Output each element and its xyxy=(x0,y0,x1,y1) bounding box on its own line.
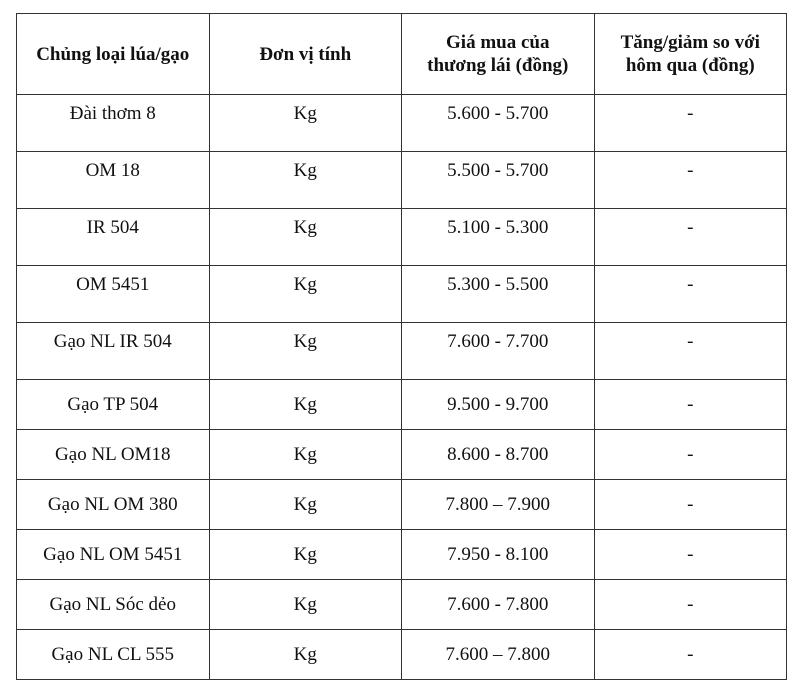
cell-change: - xyxy=(593,151,787,209)
cell-unit: Kg xyxy=(208,151,402,209)
header-unit: Đơn vị tính xyxy=(208,13,402,95)
cell-change: - xyxy=(593,208,787,266)
cell-price: 5.300 - 5.500 xyxy=(401,265,595,323)
cell-price: 7.950 - 8.100 xyxy=(401,529,595,580)
table-row: Gạo NL OM 380 Kg 7.800 – 7.900- xyxy=(16,479,787,530)
cell-unit: Kg xyxy=(208,629,402,680)
table-row: Gạo NL Sóc dẻo Kg 7.600 - 7.800- xyxy=(16,579,787,630)
cell-variety: Gạo NL Sóc dẻo xyxy=(16,579,210,630)
cell-change: - xyxy=(593,479,787,530)
cell-price: 5.500 - 5.700 xyxy=(401,151,595,209)
cell-variety: Gạo NL IR 504 xyxy=(16,322,210,380)
cell-variety: Đài thơm 8 xyxy=(16,94,210,152)
cell-variety: Gạo NL OM 380 xyxy=(16,479,210,530)
cell-unit: Kg xyxy=(208,265,402,323)
table-row: Gạo NL IR 504 Kg 7.600 - 7.700- xyxy=(16,322,787,380)
cell-price: 9.500 - 9.700 xyxy=(401,379,595,430)
cell-unit: Kg xyxy=(208,208,402,266)
rice-price-table: Chủng loại lúa/gạo Đơn vị tính Giá mua c… xyxy=(16,13,787,680)
cell-change: - xyxy=(593,579,787,630)
cell-unit: Kg xyxy=(208,94,402,152)
cell-change: - xyxy=(593,94,787,152)
header-price: Giá mua của thương lái (đồng) xyxy=(401,13,595,95)
cell-price: 5.100 - 5.300 xyxy=(401,208,595,266)
cell-variety: Gạo TP 504 xyxy=(16,379,210,430)
cell-variety: Gạo NL OM 5451 xyxy=(16,529,210,580)
cell-price: 7.800 – 7.900 xyxy=(401,479,595,530)
table-row: OM 5451 Kg 5.300 - 5.500- xyxy=(16,265,787,323)
cell-variety: OM 18 xyxy=(16,151,210,209)
header-variety: Chủng loại lúa/gạo xyxy=(16,13,210,95)
cell-variety: Gạo NL OM18 xyxy=(16,429,210,480)
table-row: IR 504 Kg 5.100 - 5.300- xyxy=(16,208,787,266)
table-row: Đài thơm 8 Kg 5.600 - 5.700- xyxy=(16,94,787,152)
cell-price: 5.600 - 5.700 xyxy=(401,94,595,152)
table-row: Gạo NL CL 555 Kg 7.600 – 7.800- xyxy=(16,629,787,680)
cell-variety: OM 5451 xyxy=(16,265,210,323)
cell-price: 7.600 - 7.800 xyxy=(401,579,595,630)
cell-unit: Kg xyxy=(208,322,402,380)
cell-unit: Kg xyxy=(208,579,402,630)
table-row: Gạo NL OM 5451 Kg 7.950 - 8.100- xyxy=(16,529,787,580)
cell-change: - xyxy=(593,429,787,480)
cell-change: - xyxy=(593,322,787,380)
cell-unit: Kg xyxy=(208,379,402,430)
table-row: Gạo NL OM18 Kg 8.600 - 8.700- xyxy=(16,429,787,480)
cell-variety: IR 504 xyxy=(16,208,210,266)
header-row: Chủng loại lúa/gạo Đơn vị tính Giá mua c… xyxy=(16,13,787,95)
table-row: OM 18 Kg 5.500 - 5.700- xyxy=(16,151,787,209)
header-change: Tăng/giảm so với hôm qua (đồng) xyxy=(593,13,787,95)
cell-change: - xyxy=(593,629,787,680)
cell-price: 7.600 – 7.800 xyxy=(401,629,595,680)
cell-unit: Kg xyxy=(208,529,402,580)
cell-price: 8.600 - 8.700 xyxy=(401,429,595,480)
cell-unit: Kg xyxy=(208,429,402,480)
cell-change: - xyxy=(593,379,787,430)
table-row: Gạo TP 504 Kg 9.500 - 9.700- xyxy=(16,379,787,430)
cell-change: - xyxy=(593,529,787,580)
cell-change: - xyxy=(593,265,787,323)
cell-variety: Gạo NL CL 555 xyxy=(16,629,210,680)
cell-price: 7.600 - 7.700 xyxy=(401,322,595,380)
cell-unit: Kg xyxy=(208,479,402,530)
